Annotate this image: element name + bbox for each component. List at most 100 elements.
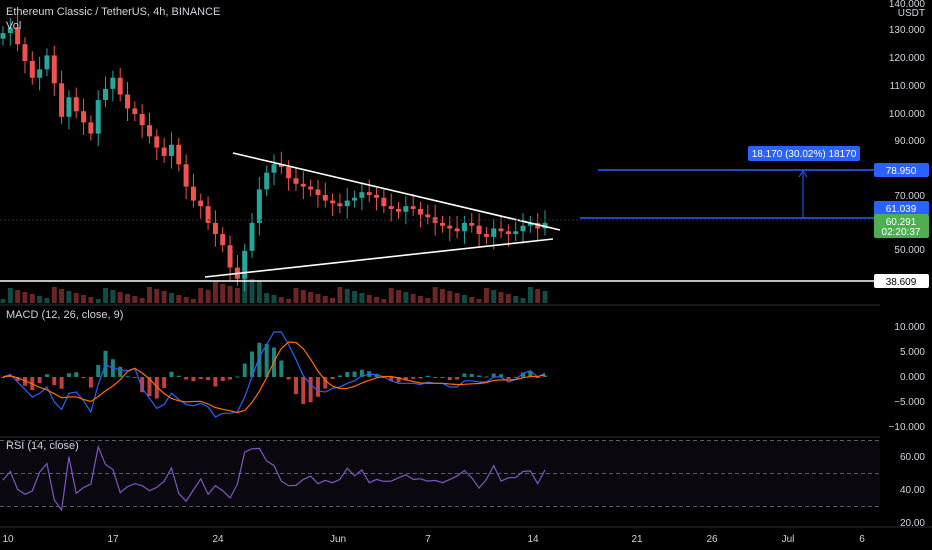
signal-line xyxy=(2,341,546,414)
macd-histogram-bar xyxy=(389,377,394,382)
volume-bar xyxy=(447,291,453,303)
candle xyxy=(139,114,145,126)
volume-bar xyxy=(483,288,489,303)
candle xyxy=(315,189,321,195)
volume-bar xyxy=(88,297,94,303)
macd-histogram-bar xyxy=(154,377,159,399)
candle xyxy=(535,222,541,229)
candle xyxy=(513,231,519,235)
rsi-line xyxy=(2,444,546,512)
macd-histogram-bar xyxy=(411,377,416,379)
price-tick-label: 100.000 xyxy=(889,109,926,120)
volume-bar xyxy=(308,292,314,303)
volume-bar xyxy=(15,290,21,303)
time-axis[interactable]: 10 17 24 Jun 7 14 21 26 Jul 6 xyxy=(2,534,865,545)
candle xyxy=(286,167,292,179)
macd-label[interactable]: MACD (12, 26, close, 9) xyxy=(6,309,124,321)
candle xyxy=(125,94,131,109)
candle xyxy=(308,186,314,190)
macd-pane[interactable] xyxy=(1,331,547,418)
macd-histogram-bar xyxy=(491,373,496,377)
macd-histogram-bar xyxy=(477,375,482,377)
macd-histogram-bar xyxy=(198,377,203,379)
candle xyxy=(483,234,489,237)
volume-bar xyxy=(234,288,240,303)
price-unit-label: USDT xyxy=(898,8,925,19)
candle xyxy=(249,222,255,251)
macd-histogram-bar xyxy=(396,377,401,383)
volume-bar xyxy=(249,279,255,303)
volume-bar xyxy=(146,287,152,303)
volume-bar xyxy=(51,287,57,303)
candle xyxy=(44,55,50,70)
macd-histogram-bar xyxy=(521,372,526,377)
macd-histogram-bar xyxy=(169,371,174,377)
macd-tick-label: −10.000 xyxy=(889,422,926,433)
entry-price-tag: 61.039 xyxy=(886,204,917,215)
volume-bar xyxy=(125,294,131,303)
time-tick-label: 10 xyxy=(2,534,14,545)
candle xyxy=(66,97,72,117)
macd-histogram-bar xyxy=(440,377,445,378)
macd-histogram-bar xyxy=(462,373,467,377)
macd-histogram-bar xyxy=(543,375,547,377)
volume-bar xyxy=(37,296,43,303)
volume-bar xyxy=(205,290,211,303)
volume-bar xyxy=(227,286,233,303)
macd-histogram-bar xyxy=(506,377,511,379)
volume-bar xyxy=(278,297,284,303)
volume-bar xyxy=(425,298,431,303)
macd-histogram-bar xyxy=(286,377,291,380)
macd-histogram-bar xyxy=(52,377,57,386)
macd-histogram-bar xyxy=(140,377,145,393)
candle xyxy=(7,27,13,34)
macd-histogram-bar xyxy=(206,377,211,380)
candle xyxy=(146,125,152,137)
symbol-title[interactable]: Ethereum Classic / TetherUS, 4h, BINANCE xyxy=(6,6,221,18)
macd-histogram-bar xyxy=(250,351,255,377)
volume-label[interactable]: Vol xyxy=(6,20,22,32)
rsi-label[interactable]: RSI (14, close) xyxy=(6,440,79,452)
candle xyxy=(29,60,35,78)
measure-box-bg xyxy=(748,146,860,161)
price-pane[interactable] xyxy=(0,14,548,303)
drawing-overlays[interactable] xyxy=(0,152,880,282)
candle xyxy=(242,250,248,279)
volume-bar xyxy=(432,287,438,303)
rsi-pane[interactable] xyxy=(0,440,880,512)
price-tick-label: 140.000 xyxy=(889,0,926,10)
volume-bar xyxy=(44,298,50,303)
macd-histogram-bar xyxy=(330,377,335,379)
volume-bar xyxy=(366,295,372,303)
macd-histogram-bar xyxy=(308,377,313,403)
macd-histogram-bar xyxy=(88,377,93,388)
volume-bar xyxy=(417,296,423,303)
macd-histogram-bar xyxy=(176,375,181,377)
macd-histogram-bar xyxy=(15,377,20,382)
candle xyxy=(256,189,262,223)
macd-histogram-bar xyxy=(359,369,364,377)
candle xyxy=(293,178,299,184)
rsi-axis[interactable]: 60.00 40.00 20.00 xyxy=(900,452,925,529)
volume-bar xyxy=(491,290,497,303)
candle xyxy=(117,77,123,95)
volume-bar xyxy=(439,289,445,303)
time-tick-label: Jun xyxy=(330,534,346,545)
candle xyxy=(227,245,233,268)
candle xyxy=(176,144,182,165)
price-tick-label: 130.000 xyxy=(889,25,926,36)
macd-histogram-bar xyxy=(425,375,430,377)
volume-bar xyxy=(374,297,380,303)
volume-bar xyxy=(410,294,416,303)
time-tick-label: 21 xyxy=(631,534,643,545)
candle xyxy=(432,217,438,223)
volume-bar xyxy=(396,290,402,303)
volume-bar xyxy=(183,297,189,303)
macd-histogram-bar xyxy=(220,377,225,381)
candle xyxy=(381,197,387,207)
candle xyxy=(505,231,511,235)
volume-bar xyxy=(542,291,548,303)
macd-axis[interactable]: 10.000 5.000 0.000 −5.000 −10.000 xyxy=(889,322,926,433)
